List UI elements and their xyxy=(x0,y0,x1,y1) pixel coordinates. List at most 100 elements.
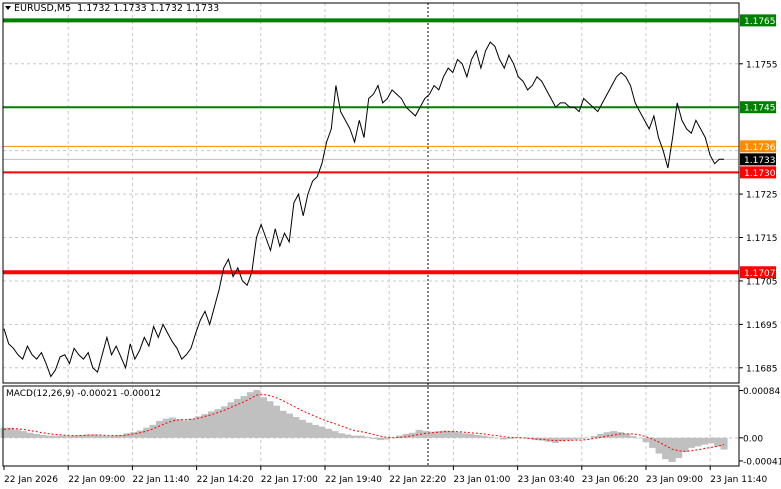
macd-bar xyxy=(363,436,371,438)
macd-bar xyxy=(402,433,410,438)
macd-bar xyxy=(6,427,14,438)
macd-bar xyxy=(474,435,482,438)
macd-bar xyxy=(221,406,229,438)
level-label-1.1745: 1.1745 xyxy=(744,104,776,114)
macd-bar xyxy=(499,437,507,440)
macd-tick-label: 0.00084 xyxy=(743,387,780,397)
macd-bar xyxy=(642,437,650,443)
macd-bar xyxy=(493,437,501,439)
level-label-1.1730: 1.1730 xyxy=(744,169,776,179)
macd-bar xyxy=(688,437,696,448)
macd-bar xyxy=(707,437,715,444)
level-tag-1.1730 xyxy=(740,166,776,179)
macd-panel-border xyxy=(2,385,740,467)
current-price-label: 1.1733 xyxy=(744,156,776,166)
macd-bar xyxy=(149,424,157,438)
macd-bar xyxy=(655,437,663,454)
macd-bar xyxy=(454,432,462,438)
macd-bar xyxy=(675,437,683,459)
macd-bar xyxy=(240,396,248,438)
macd-bar xyxy=(441,430,449,438)
macd-bar xyxy=(136,430,144,438)
macd-bar xyxy=(58,435,66,438)
macd-bar xyxy=(71,435,79,438)
macd-bar xyxy=(662,437,670,460)
macd-bar xyxy=(590,436,598,438)
macd-bar xyxy=(156,420,164,438)
macd-axis: 0.00084 0.00 -0.00041 xyxy=(739,387,781,467)
macd-bar xyxy=(467,433,475,438)
macd-bar xyxy=(649,437,657,448)
time-tick-label: 22 Jan 19:40 xyxy=(325,475,382,485)
time-axis: 22 Jan 2026 22 Jan 09:00 22 Jan 11:40 22 Ja… xyxy=(3,466,767,485)
macd-bar xyxy=(324,428,332,438)
time-tick-label: 22 Jan 09:00 xyxy=(68,475,125,485)
macd-tick-label: 0.00 xyxy=(743,434,763,444)
macd-bar xyxy=(279,410,287,438)
macd-bar xyxy=(292,417,300,438)
macd-bar xyxy=(577,437,585,439)
macd-bar xyxy=(551,437,559,443)
price-tick-label: 1.1725 xyxy=(746,191,778,201)
macd-bar xyxy=(285,413,293,438)
macd-bar xyxy=(435,431,443,438)
macd-bar xyxy=(714,437,722,447)
macd-bar xyxy=(32,433,40,438)
chart-frame xyxy=(2,2,740,467)
time-tick-label: 22 Jan 14:20 xyxy=(197,475,254,485)
macd-bar xyxy=(486,436,494,438)
current-price-tag xyxy=(740,153,776,166)
time-tick-label: 22 Jan 11:40 xyxy=(132,475,189,485)
macd-bar xyxy=(201,414,209,438)
macd-bar xyxy=(571,437,579,440)
macd-bar xyxy=(584,437,592,439)
macd-bar xyxy=(227,402,235,438)
macd-bar xyxy=(597,433,605,438)
macd-bar xyxy=(629,436,637,438)
macd-bar xyxy=(461,433,469,438)
macd-bar xyxy=(123,433,131,438)
macd-bar xyxy=(383,437,391,440)
macd-bar xyxy=(448,431,456,438)
level-label-1.1707: 1.1707 xyxy=(744,269,776,279)
macd-bar xyxy=(603,432,611,438)
macd-bar xyxy=(65,436,73,438)
macd-bar xyxy=(117,435,125,438)
macd-bar xyxy=(84,434,92,438)
price-tick-label: 1.1715 xyxy=(746,234,778,244)
level-tag-1.1736 xyxy=(740,140,776,153)
dropdown-arrow-icon[interactable] xyxy=(5,6,11,10)
macd-bar xyxy=(91,434,99,438)
level-tag-1.1707 xyxy=(740,266,776,279)
macd-bar xyxy=(175,419,183,438)
level-label-1.1765: 1.1765 xyxy=(744,17,776,27)
macd-bar xyxy=(668,437,676,462)
price-tick-label: 1.1755 xyxy=(746,60,778,70)
symbol-timeframe: EURUSD,M5 xyxy=(14,3,72,14)
macd-bar xyxy=(195,416,203,438)
macd-label: MACD(12,26,9) -0.00021 -0.00012 xyxy=(6,389,162,399)
time-tick-label: 22 Jan 22:20 xyxy=(389,475,446,485)
price-line xyxy=(3,41,724,378)
time-tick-label: 23 Jan 09:00 xyxy=(646,475,703,485)
macd-bar xyxy=(415,429,423,438)
macd-signal-line xyxy=(3,393,725,452)
macd-bar xyxy=(422,431,430,438)
ohlc-values: 1.1732 1.1733 1.1732 1.1733 xyxy=(77,3,220,14)
macd-bar xyxy=(45,435,53,438)
macd-bar xyxy=(623,433,631,438)
time-tick-label: 23 Jan 06:20 xyxy=(582,475,639,485)
macd-bar xyxy=(681,437,689,452)
macd-bar xyxy=(19,431,27,438)
macd-bar xyxy=(39,435,47,438)
macd-bar xyxy=(214,409,222,438)
macd-bar xyxy=(318,426,326,438)
macd-bar xyxy=(188,418,196,438)
macd-bar xyxy=(519,437,527,439)
macd-bar xyxy=(266,401,274,438)
chart-header[interactable]: EURUSD,M5 1.1732 1.1733 1.1732 1.1733 xyxy=(5,3,219,14)
macd-bar xyxy=(506,437,514,439)
macd-bar xyxy=(234,399,242,438)
macd-bar xyxy=(428,431,436,438)
macd-bar xyxy=(720,437,728,450)
